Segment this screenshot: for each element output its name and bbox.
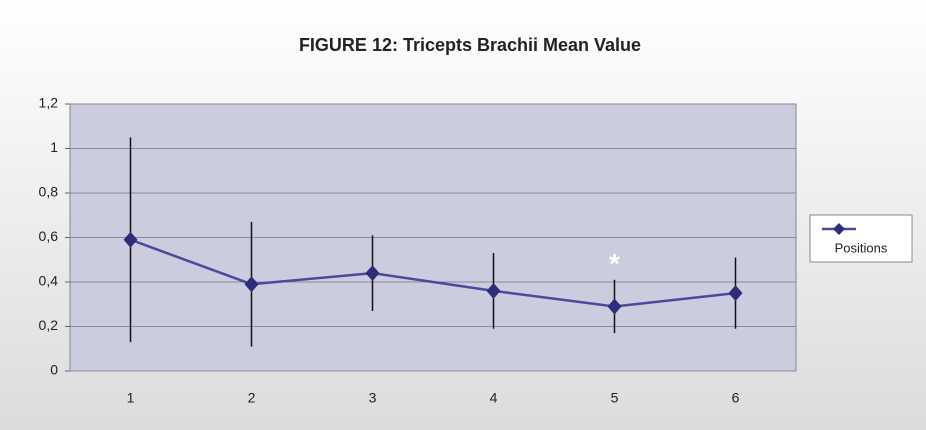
y-tick-label: 0,6 (39, 228, 59, 244)
marker (365, 265, 380, 282)
chart-title: FIGURE 12: Tricepts Brachii Mean Value (299, 35, 641, 55)
y-tick-label: 0,8 (39, 184, 59, 200)
x-tick-label: 6 (732, 390, 740, 406)
y-tick-label: 0,2 (39, 317, 59, 333)
x-tick-label: 1 (127, 390, 135, 406)
y-tick-label: 1 (50, 139, 58, 155)
marker (244, 276, 259, 293)
y-tick-label: 0 (50, 362, 58, 378)
legend (809, 214, 913, 263)
series-line (130, 238, 736, 308)
y-tick-label: 0,4 (39, 273, 59, 289)
x-tick-label: 2 (248, 390, 256, 406)
marker (607, 298, 622, 315)
marker (486, 282, 501, 299)
legend-label: Positions (835, 240, 888, 255)
legend-marker (833, 223, 845, 235)
y-tick-label: 1,2 (39, 95, 59, 111)
x-tick-label: 5 (611, 390, 619, 406)
x-tick-label: 3 (369, 390, 377, 406)
marker (123, 231, 138, 248)
annotation: * (609, 248, 620, 279)
x-tick-label: 4 (490, 390, 498, 406)
marker (728, 285, 743, 302)
